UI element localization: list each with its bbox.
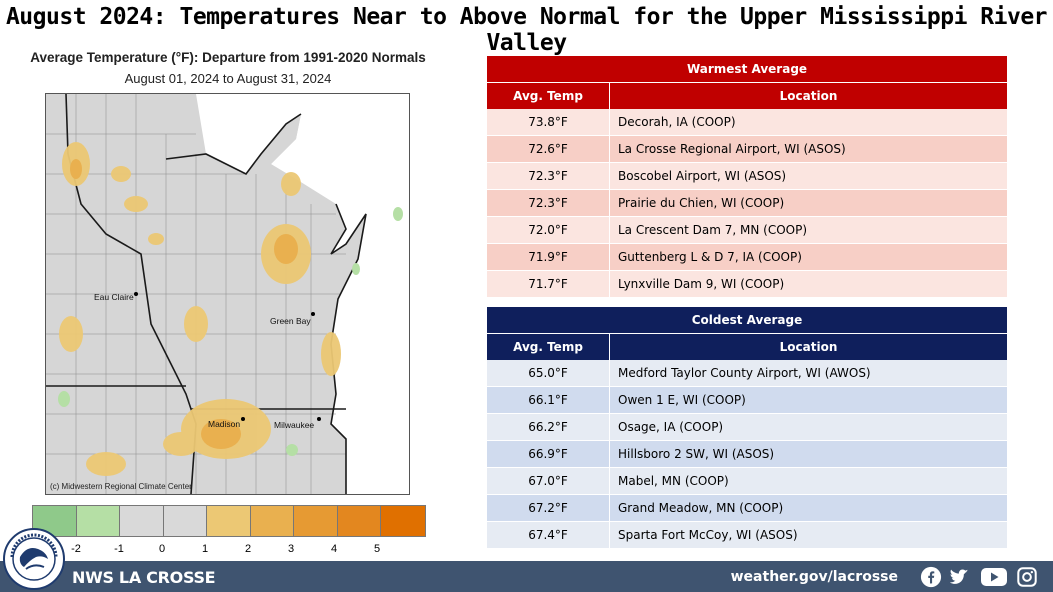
page-title: August 2024: Temperatures Near to Above … xyxy=(5,4,1048,56)
table-row: 72.6°F La Crosse Regional Airport, WI (AS… xyxy=(487,135,1007,163)
legend-swatch xyxy=(381,506,425,536)
table-row: 67.4°F Sparta Fort McCoy, WI (ASOS) xyxy=(487,521,1007,549)
location-cell: Lynxville Dam 9, WI (COOP) xyxy=(609,270,1007,298)
location-cell: La Crosse Regional Airport, WI (ASOS) xyxy=(609,135,1007,163)
twitter-icon[interactable] xyxy=(948,566,970,588)
office-name: NWS LA CROSSE xyxy=(72,568,216,587)
table-row: 66.1°F Owen 1 E, WI (COOP) xyxy=(487,386,1007,414)
coldest-table: Coldest Average Avg. Temp Location 65.0°… xyxy=(487,307,1007,549)
legend-swatch xyxy=(294,506,338,536)
warmest-header-row: Warmest Average xyxy=(487,56,1007,83)
temp-cell: 72.3°F xyxy=(487,189,610,217)
temp-cell: 72.0°F xyxy=(487,216,610,244)
temp-cell: 66.1°F xyxy=(487,386,610,414)
legend-label: 2 xyxy=(244,543,252,555)
legend-swatch xyxy=(120,506,164,536)
table-row: 72.3°F Boscobel Airport, WI (ASOS) xyxy=(487,162,1007,190)
table-row: 65.0°F Medford Taylor County Airport, WI … xyxy=(487,360,1007,387)
milwaukee-marker xyxy=(317,417,321,421)
table-row: 67.2°F Grand Meadow, MN (COOP) xyxy=(487,494,1007,522)
warmest-table: Warmest Average Avg. Temp Location 73.8°… xyxy=(487,56,1007,298)
location-cell: Boscobel Airport, WI (ASOS) xyxy=(609,162,1007,190)
legend-label: 4 xyxy=(330,543,338,555)
website-link[interactable]: weather.gov/lacrosse xyxy=(730,569,898,585)
location-cell: Owen 1 E, WI (COOP) xyxy=(609,386,1007,414)
location-cell: Osage, IA (COOP) xyxy=(609,413,1007,441)
warmest-col-temp: Avg. Temp xyxy=(487,82,610,109)
legend-label: 0 xyxy=(158,543,166,555)
temp-cell: 72.3°F xyxy=(487,162,610,190)
location-cell: La Crescent Dam 7, MN (COOP) xyxy=(609,216,1007,244)
temp-cell: 66.9°F xyxy=(487,440,610,468)
table-row: 72.0°F La Crescent Dam 7, MN (COOP) xyxy=(487,216,1007,244)
table-row: 73.8°F Decorah, IA (COOP) xyxy=(487,109,1007,136)
city-label-milwaukee: Milwaukee xyxy=(274,420,315,430)
legend-swatch xyxy=(76,506,120,536)
table-row: 71.9°F Guttenberg L & D 7, IA (COOP) xyxy=(487,243,1007,271)
temp-cell: 67.0°F xyxy=(487,467,610,495)
legend-swatch xyxy=(250,506,294,536)
table-row: 66.2°F Osage, IA (COOP) xyxy=(487,413,1007,441)
instagram-icon[interactable] xyxy=(1016,566,1038,588)
coldest-column-header-row: Avg. Temp Location xyxy=(487,333,1007,360)
color-legend xyxy=(32,505,426,537)
legend-label: 3 xyxy=(287,543,295,555)
temperature-departure-map: Eau Claire Green Bay Madison Milwaukee (… xyxy=(45,93,410,495)
coldest-col-location: Location xyxy=(779,340,838,354)
location-cell: Grand Meadow, MN (COOP) xyxy=(609,494,1007,522)
legend-label: -1 xyxy=(114,543,124,555)
map-title: Average Temperature (°F): Departure from… xyxy=(30,50,426,65)
temp-cell: 73.8°F xyxy=(487,109,610,136)
table-row: 66.9°F Hillsboro 2 SW, WI (ASOS) xyxy=(487,440,1007,468)
map-subtitle: August 01, 2024 to August 31, 2024 xyxy=(124,71,332,86)
coldest-col-temp: Avg. Temp xyxy=(487,333,610,360)
facebook-icon[interactable] xyxy=(920,566,942,588)
coldest-header: Coldest Average xyxy=(691,313,803,327)
city-label-madison: Madison xyxy=(208,419,241,429)
table-row: 72.3°F Prairie du Chien, WI (COOP) xyxy=(487,189,1007,217)
legend-label: 1 xyxy=(201,543,209,555)
warmest-column-header-row: Avg. Temp Location xyxy=(487,82,1007,109)
nws-logo-icon xyxy=(3,528,65,590)
temp-cell: 71.7°F xyxy=(487,270,610,298)
legend-label: 5 xyxy=(373,543,381,555)
footer-bar: NWS LA CROSSE weather.gov/lacrosse xyxy=(0,561,1053,592)
temp-cell: 71.9°F xyxy=(487,243,610,271)
youtube-icon[interactable] xyxy=(980,566,1008,588)
location-cell: Guttenberg L & D 7, IA (COOP) xyxy=(609,243,1007,271)
temp-cell: 72.6°F xyxy=(487,135,610,163)
location-cell: Decorah, IA (COOP) xyxy=(609,109,1007,136)
warmest-col-location: Location xyxy=(779,89,838,103)
green-bay-marker xyxy=(311,312,315,316)
location-cell: Sparta Fort McCoy, WI (ASOS) xyxy=(609,521,1007,549)
legend-swatch xyxy=(163,506,207,536)
table-row: 71.7°F Lynxville Dam 9, WI (COOP) xyxy=(487,270,1007,298)
city-label-eau-claire: Eau Claire xyxy=(94,292,134,302)
map-credit: (c) Midwestern Regional Climate Center xyxy=(50,482,192,491)
table-row: 67.0°F Mabel, MN (COOP) xyxy=(487,467,1007,495)
warmest-header: Warmest Average xyxy=(686,62,808,76)
location-cell: Hillsboro 2 SW, WI (ASOS) xyxy=(609,440,1007,468)
location-cell: Medford Taylor County Airport, WI (AWOS) xyxy=(609,360,1007,387)
legend-label: -2 xyxy=(71,543,81,555)
legend-swatch xyxy=(337,506,381,536)
eau-claire-marker xyxy=(134,292,138,296)
temp-cell: 67.4°F xyxy=(487,521,610,549)
map-graphic xyxy=(46,94,403,494)
legend-swatch xyxy=(207,506,251,536)
coldest-header-row: Coldest Average xyxy=(487,307,1007,334)
city-label-green-bay: Green Bay xyxy=(270,316,311,326)
temp-cell: 67.2°F xyxy=(487,494,610,522)
temp-cell: 66.2°F xyxy=(487,413,610,441)
location-cell: Mabel, MN (COOP) xyxy=(609,467,1007,495)
madison-marker xyxy=(241,417,245,421)
location-cell: Prairie du Chien, WI (COOP) xyxy=(609,189,1007,217)
temp-cell: 65.0°F xyxy=(487,360,610,387)
